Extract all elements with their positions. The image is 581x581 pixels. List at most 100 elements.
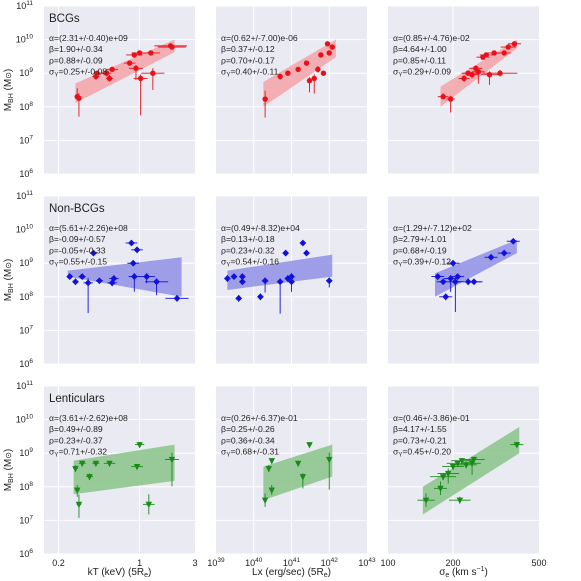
stat-value: =0.39+/-0.12	[402, 257, 451, 267]
y-tick-text: 10	[19, 549, 29, 559]
fit-band	[422, 427, 520, 515]
data-point	[106, 460, 113, 468]
y-tick-text: 10	[16, 1, 26, 11]
data-point	[261, 497, 269, 505]
y-tick-label: 108	[19, 101, 33, 112]
data-point	[447, 96, 454, 102]
data-point	[86, 474, 93, 481]
x-tick-text: 10	[321, 558, 331, 568]
data-point	[169, 44, 175, 50]
data-point	[282, 249, 290, 257]
plot-area	[431, 237, 520, 313]
stat-subscript: Y	[398, 453, 402, 459]
y-tick-text: 10	[19, 292, 29, 302]
fit-stat: ρ=0.73+/-0.21	[393, 435, 447, 445]
fit-stat: β=0.13+/-0.18	[221, 234, 275, 244]
y-tick-text: 10	[16, 191, 26, 201]
panel-background	[388, 6, 539, 174]
y-label-sun-symbol: ⊙	[4, 452, 13, 459]
stat-value: =0.55+/-0.15	[58, 257, 107, 267]
stat-value: =0.25+/-0.08	[58, 67, 107, 77]
data-point	[133, 246, 141, 254]
fit-stat: σY=0.40+/-0.11	[221, 67, 279, 79]
data-point	[148, 50, 154, 56]
x-tick-label: 0.2	[52, 558, 65, 568]
x-tick-label: 1039	[207, 557, 225, 568]
data-point	[449, 464, 457, 471]
y-label-unit: (M	[3, 269, 14, 283]
fit-stat: β=1.90+/-0.34	[49, 44, 103, 54]
data-point	[94, 70, 100, 76]
data-point	[501, 50, 507, 56]
fit-stat: σY=0.39+/-0.12	[393, 257, 451, 269]
x-tick-label: 1042	[321, 557, 339, 568]
y-tick-text: 10	[16, 381, 26, 391]
data-point	[84, 279, 92, 287]
x-tick-exponent: 40	[255, 557, 263, 564]
y-tick-label: 108	[19, 481, 33, 492]
x-tick-label: 3	[192, 558, 197, 568]
data-point	[131, 52, 138, 58]
y-tick-exponent: 7	[29, 514, 33, 521]
data-point	[103, 70, 110, 76]
data-point	[456, 497, 464, 505]
data-point	[491, 50, 497, 56]
x-tick-text: 1	[137, 558, 142, 568]
stat-value: =0.45+/-0.20	[402, 447, 451, 457]
x-tick-exponent: 41	[293, 557, 301, 564]
plot-area	[74, 39, 187, 117]
data-point	[288, 278, 295, 286]
x-axis-label: kT (keV) (5Re)	[88, 567, 152, 579]
data-point	[129, 259, 137, 267]
stat-subscript: Y	[54, 453, 58, 459]
y-tick-label: 107	[19, 324, 33, 335]
x-tick-exponent: 39	[217, 557, 225, 564]
fit-stat: α=(0.46+/-3.86)e-01	[393, 413, 470, 423]
data-point	[434, 273, 442, 280]
data-point	[268, 487, 275, 494]
data-point	[136, 50, 143, 56]
y-label-subscript: BH	[8, 473, 15, 483]
y-tick-exponent: 10	[26, 224, 34, 231]
fit-stat: ρ=0.23+/-0.37	[49, 435, 103, 445]
y-tick-label: 109	[19, 67, 33, 78]
data-point	[306, 442, 313, 449]
data-point	[168, 456, 176, 464]
data-point	[110, 275, 118, 282]
data-point	[318, 52, 324, 58]
y-tick-label: 1011	[16, 190, 33, 201]
data-point	[326, 50, 332, 56]
data-point	[422, 497, 430, 505]
data-point	[106, 75, 113, 82]
data-point	[475, 69, 482, 75]
data-point	[470, 456, 478, 464]
plot-area	[66, 239, 189, 314]
data-point	[90, 249, 97, 257]
y-tick-label: 1010	[16, 34, 34, 45]
y-tick-exponent: 11	[26, 0, 33, 7]
y-label-unit: (M	[3, 459, 14, 473]
panel-r0-c1: α=(0.62+/-7.00)e-06β=0.37+/-0.12ρ=0.70+/…	[216, 5, 367, 175]
x-tick-label: 1041	[283, 557, 301, 568]
fit-stat: α=(3.61+/-2.62)e+08	[49, 413, 128, 423]
x-label-subscript: e	[144, 572, 148, 579]
stat-subscript: Y	[398, 73, 402, 79]
data-point	[238, 273, 246, 280]
data-point	[439, 278, 447, 286]
y-tick-exponent: 6	[29, 358, 33, 365]
data-point	[295, 66, 301, 73]
fit-stat: ρ=0.68+/-0.19	[393, 245, 447, 255]
fit-stat: β=0.37+/-0.12	[221, 44, 275, 54]
fit-stat: α=(0.62+/-7.00)e-06	[221, 33, 298, 43]
panel-r2-c1: α=(0.26+/-6.37)e-01β=0.25+/-0.26ρ=0.36+/…	[216, 385, 367, 555]
row-title: Non-BCGs	[49, 203, 105, 215]
fit-stat: ρ=-0.05+/-0.33	[49, 245, 106, 255]
y-tick-label: 1010	[16, 224, 34, 235]
x-tick-label: 1	[137, 558, 142, 568]
plot-area	[262, 39, 336, 118]
data-point	[109, 66, 115, 73]
stat-value: =0.71+/-0.32	[58, 447, 107, 457]
data-point	[268, 458, 275, 465]
y-tick-exponent: 9	[29, 257, 33, 264]
y-tick-label: 1011	[16, 380, 33, 391]
